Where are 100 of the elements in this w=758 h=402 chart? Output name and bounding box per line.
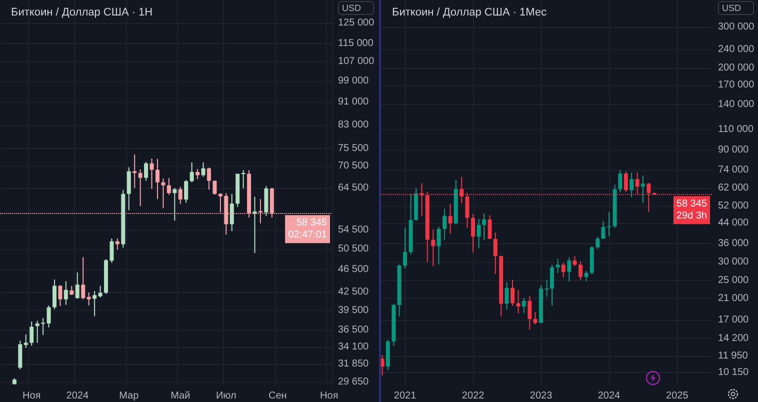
candlestick — [264, 186, 268, 216]
y-tick-label: 30 000 — [718, 256, 750, 268]
y-tick-label: 34 100 — [338, 342, 370, 353]
candlestick — [578, 260, 582, 280]
candlestick — [607, 211, 611, 237]
candlestick — [618, 170, 622, 193]
candlestick — [126, 166, 131, 211]
candlestick — [201, 162, 206, 178]
y-tick-label: 62 000 — [718, 182, 750, 194]
ref-line-label: 58 345 02:47:01 — [288, 218, 328, 241]
y-tick-label: 170 000 — [718, 79, 755, 90]
candlestick — [150, 158, 154, 190]
y-tick-label: 110 000 — [718, 124, 754, 135]
candlestick — [381, 354, 384, 376]
candlestick — [98, 285, 102, 298]
y-tick-label: 21 000 — [718, 292, 750, 304]
y-tick-label: 83 000 — [338, 120, 370, 131]
candlestick — [476, 218, 481, 249]
candlestick — [172, 188, 177, 222]
candlestick — [403, 227, 408, 270]
candlestick — [52, 279, 56, 310]
candlestick — [572, 256, 577, 266]
candlestick — [516, 290, 520, 314]
candlestick — [493, 232, 498, 274]
candlestick — [86, 292, 91, 306]
candlestick — [544, 279, 549, 298]
candlestick — [212, 180, 217, 196]
candlestick — [556, 258, 560, 274]
y-tick-label: 46 500 — [338, 264, 370, 276]
candlestick — [75, 272, 80, 300]
candlestick — [550, 264, 554, 306]
y-tick-label: 300 000 — [718, 21, 755, 32]
candlestick — [64, 280, 68, 306]
x-tick-label: 2022 — [462, 390, 485, 402]
x-tick-label: Мар — [119, 390, 140, 402]
candlestick — [196, 168, 200, 180]
candlestick — [596, 236, 600, 250]
y-tick-label: 140 000 — [718, 99, 755, 110]
candlestick — [482, 213, 486, 241]
candlestick — [166, 178, 171, 196]
candlestick — [178, 186, 182, 205]
candlestick — [510, 279, 514, 306]
y-tick-label: 91 000 — [338, 96, 370, 108]
y-tick-label: 240 000 — [718, 44, 755, 56]
candlestick — [630, 172, 634, 198]
y-tick-label: 25 000 — [718, 275, 750, 286]
y-tick-label: 14 200 — [718, 332, 750, 344]
ref-line-label: 58 345 29d 3h — [676, 198, 708, 222]
y-tick-label: 90 000 — [718, 144, 750, 156]
candlestick — [584, 270, 588, 282]
candlestick — [132, 154, 137, 189]
candlestick — [46, 304, 51, 328]
candlestick — [41, 318, 46, 336]
candlestick — [58, 284, 62, 307]
x-tick-label: Май — [170, 390, 190, 402]
candlestick — [184, 180, 188, 204]
text: Биткоин / Доллар США · 1Мес — [392, 6, 548, 18]
y-tick-label: 54 500 — [338, 224, 370, 236]
candlestick — [488, 214, 492, 240]
candlestick — [35, 320, 40, 344]
candlestick — [190, 162, 194, 183]
x-tick-label: 2021 — [394, 390, 417, 402]
y-tick-label: 29 650 — [338, 376, 370, 388]
candlestick — [561, 262, 566, 278]
x-tick-label: Ноя — [320, 390, 338, 402]
candlestick — [528, 296, 532, 330]
candlestick — [448, 204, 452, 234]
y-tick-label: 99 000 — [338, 76, 370, 87]
candlestick — [30, 320, 34, 346]
candlestick — [92, 290, 97, 317]
candlestick — [18, 340, 22, 370]
y-tick-label: 200 000 — [718, 62, 755, 74]
candlestick — [230, 193, 234, 232]
y-tick-label: 125 000 — [338, 17, 375, 28]
x-tick-label: Сен — [268, 390, 287, 402]
candlestick — [431, 228, 436, 267]
x-tick-label: Июл — [216, 390, 236, 402]
candlestick — [138, 168, 142, 207]
y-tick-label: 44 000 — [718, 217, 750, 228]
y-tick-label: 36 500 — [338, 324, 370, 336]
y-tick-label: 31 850 — [338, 358, 370, 370]
candlestick — [533, 311, 538, 325]
y-tick-label: 74 000 — [718, 164, 750, 176]
y-tick-label: 10 150 — [718, 367, 750, 378]
candlestick — [161, 178, 166, 209]
candlestick — [206, 167, 211, 190]
x-tick-label: 2023 — [530, 390, 553, 402]
y-tick-label: 107 000 — [338, 56, 375, 68]
x-tick-label: 2025 — [666, 390, 689, 402]
candlestick — [624, 170, 628, 192]
candlestick — [24, 334, 28, 348]
candlestick — [567, 256, 572, 282]
x-tick-label: Ноя — [22, 390, 41, 402]
candlestick — [522, 298, 526, 314]
x-tick-label: 2024 — [598, 390, 621, 402]
y-tick-label: 17 000 — [718, 314, 750, 326]
candlestick — [442, 208, 446, 240]
candlestick — [81, 256, 86, 300]
candlestick — [155, 158, 160, 200]
y-tick-label: 50 500 — [338, 244, 370, 255]
